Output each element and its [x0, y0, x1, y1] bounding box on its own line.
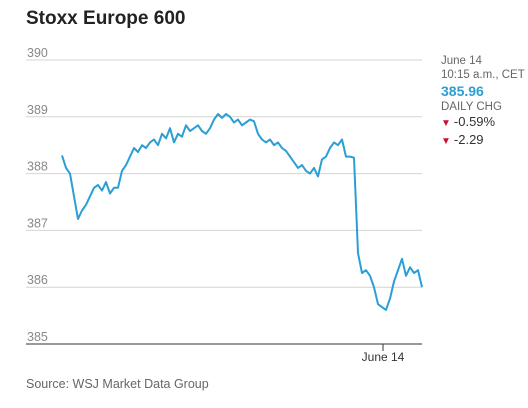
- series-line: [61, 113, 423, 311]
- y-tick-label: 387: [27, 216, 48, 230]
- y-tick-label: 389: [27, 103, 48, 117]
- y-axis-ticks: 390 389 388 387 386 385: [27, 46, 48, 344]
- y-tick-label: 385: [27, 330, 48, 344]
- change-pct: -0.59%: [453, 114, 496, 129]
- quote-price: 385.96: [441, 83, 484, 99]
- y-tick-label: 388: [27, 160, 48, 174]
- chart-title: Stoxx Europe 600: [26, 8, 186, 29]
- x-tick-label: June 14: [362, 350, 405, 364]
- series-group: [61, 113, 423, 311]
- y-tick-label: 386: [27, 273, 48, 287]
- change-abs-row: ▼ -2.29: [441, 132, 527, 150]
- down-triangle-icon: ▼: [441, 136, 451, 147]
- quote-time: 10:15 a.m., CET: [441, 69, 525, 81]
- x-axis: June 14: [362, 344, 405, 364]
- change-abs: -2.29: [453, 132, 484, 147]
- change-pct-row: ▼ -0.59%: [441, 114, 527, 132]
- quote-date: June 14: [441, 55, 482, 67]
- down-triangle-icon: ▼: [441, 118, 451, 129]
- gridlines: [26, 59, 422, 288]
- quote-panel: June 14 10:15 a.m., CET 385.96 DAILY CHG…: [441, 54, 527, 150]
- change-label: DAILY CHG: [441, 101, 502, 113]
- y-tick-label: 390: [27, 46, 48, 60]
- source-note: Source: WSJ Market Data Group: [26, 377, 209, 391]
